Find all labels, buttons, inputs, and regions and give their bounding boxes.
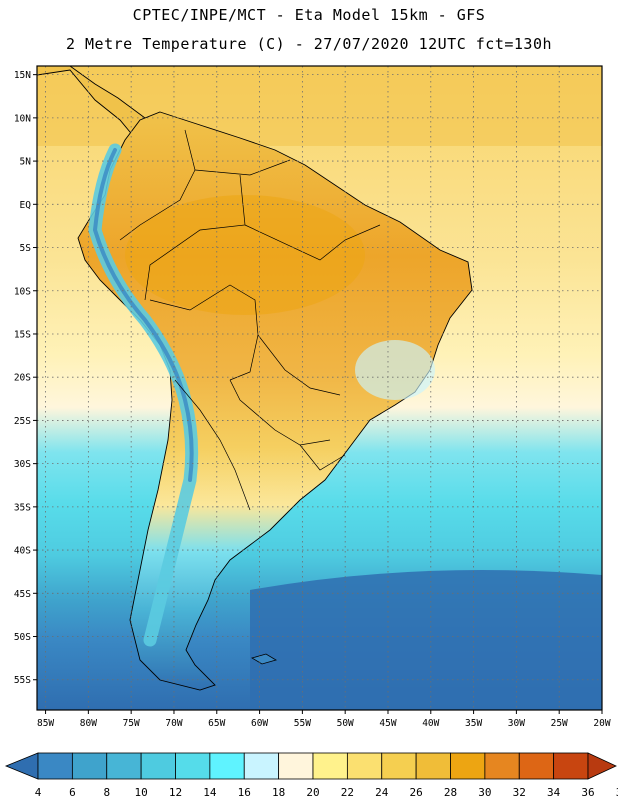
colorbar-label: 26 — [410, 786, 423, 799]
latitude-labels: 15N 10N 5N EQ 5S 10S 15S 20S 25S 30S 35S 40S 45S 50S 5… — [14, 70, 37, 686]
map-frame — [36, 65, 603, 711]
lat-label: 15N — [14, 70, 31, 81]
lat-label: 5N — [20, 157, 32, 168]
colorbar-label: 30 — [478, 786, 491, 799]
lat-label: 10N — [14, 113, 31, 124]
chart-title-line-2: 2 Metre Temperature (C) - 27/07/2020 12U… — [65, 35, 553, 53]
colorbar-swatch — [175, 752, 211, 780]
lon-label: 40W — [422, 718, 439, 729]
colorbar-label: 18 — [272, 786, 285, 799]
lon-label: 85W — [37, 718, 54, 729]
colorbar-swatch — [553, 752, 589, 780]
lon-label: 60W — [251, 718, 268, 729]
andes-peak-band — [92, 148, 194, 482]
colorbar-swatch — [140, 752, 176, 780]
falkland-islands — [251, 653, 277, 665]
colorbar-swatch — [484, 752, 520, 780]
longitude-labels: 85W 80W 75W 70W 65W 60W 55W 50W 45W 40W 35W 30W 25W 2… — [37, 710, 611, 729]
colorbar-swatch — [312, 752, 348, 780]
colorbar-label: 38 — [616, 786, 618, 799]
colorbar-swatch — [71, 752, 108, 780]
lat-label: 35S — [14, 502, 31, 513]
colorbar-label: 28 — [444, 786, 457, 799]
lat-label: 20S — [14, 373, 31, 384]
colorbar-swatch — [381, 752, 417, 780]
lat-label: 5S — [20, 243, 32, 254]
lon-label: 70W — [165, 718, 182, 729]
lon-label: 65W — [208, 718, 225, 729]
lon-label: 45W — [379, 718, 396, 729]
colorbar-label: 4 — [35, 786, 42, 799]
colorbar-label: 36 — [581, 786, 594, 799]
colorbar-label: 32 — [513, 786, 526, 799]
lon-label: 35W — [465, 718, 482, 729]
lon-label: 50W — [337, 718, 354, 729]
colorbar-label: 20 — [306, 786, 319, 799]
lat-label: 10S — [14, 286, 31, 297]
colorbar-low-arrow — [4, 752, 39, 780]
lat-label: EQ — [20, 200, 32, 211]
colorbar-swatch — [346, 752, 383, 780]
colorbar-label: 10 — [135, 786, 148, 799]
colorbar-swatch — [243, 752, 280, 780]
colorbar-label: 8 — [103, 786, 110, 799]
colorbar-swatch — [278, 752, 314, 780]
colorbar-swatch — [209, 752, 245, 780]
lon-label: 55W — [294, 718, 311, 729]
chart-title-line-1: CPTEC/INPE/MCT - Eta Model 15km - GFS — [132, 6, 486, 24]
colorbar-label: 34 — [547, 786, 561, 799]
lat-label: 40S — [14, 546, 31, 557]
lat-label: 45S — [14, 589, 31, 600]
lat-label: 30S — [14, 459, 31, 470]
lat-label: 25S — [14, 416, 31, 427]
lat-label: 50S — [14, 632, 31, 643]
lon-label: 75W — [123, 718, 140, 729]
colorbar-label: 24 — [375, 786, 389, 799]
lat-lon-grid — [37, 66, 603, 710]
colorbar-label: 16 — [238, 786, 251, 799]
southern-ocean-cold-zone — [250, 570, 602, 710]
lon-label: 80W — [80, 718, 97, 729]
colorbar-swatch — [37, 752, 73, 780]
colorbar-label: 14 — [203, 786, 217, 799]
map-field — [37, 66, 602, 710]
colorbar-swatch — [450, 752, 486, 780]
lon-label: 30W — [508, 718, 525, 729]
lon-label: 25W — [551, 718, 568, 729]
amazon-warm-core — [125, 195, 365, 315]
colorbar-swatch — [106, 752, 142, 780]
colorbar-label: 6 — [69, 786, 76, 799]
lat-label: 55S — [14, 675, 31, 686]
lon-label: 20W — [593, 718, 610, 729]
country-borders — [119, 129, 381, 511]
lat-label: 15S — [14, 329, 31, 340]
colorbar-swatch — [518, 752, 555, 780]
brazil-highlands-cool — [355, 340, 435, 400]
colorbar-label: 22 — [341, 786, 354, 799]
colorbar: 4 6 8 10 12 14 16 18 20 22 24 26 28 30 32 34 36 38 — [4, 752, 618, 799]
colorbar-label: 12 — [169, 786, 182, 799]
colorbar-high-arrow — [587, 752, 617, 780]
colorbar-swatch — [415, 752, 451, 780]
